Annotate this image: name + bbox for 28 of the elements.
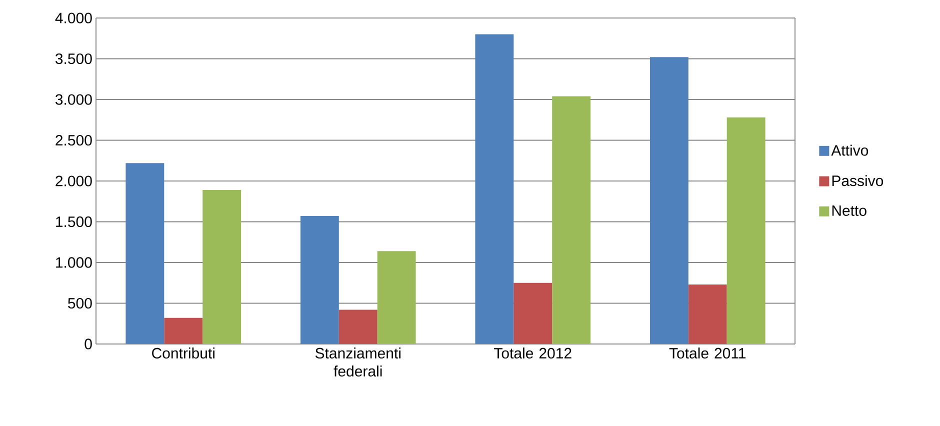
bar: [126, 163, 164, 344]
y-tick-label: 500: [68, 298, 92, 309]
bar: [514, 282, 552, 344]
y-tick-label: 2.500: [56, 134, 92, 146]
x-tick-label: Totale 2012: [494, 348, 572, 359]
x-tick-label: Contributi: [152, 348, 214, 359]
bar: [202, 190, 242, 344]
x-tick-label: Stanziamenti federali: [315, 348, 400, 377]
legend-label: Attivo: [831, 144, 868, 156]
bar: [300, 216, 339, 344]
bar: [377, 251, 416, 344]
x-tick-label: Totale 2011: [669, 348, 746, 359]
bar: [688, 284, 727, 344]
y-tick-label: 1.500: [56, 216, 92, 228]
y-tick-label: 1.000: [56, 257, 92, 268]
y-tick-label: 0: [84, 338, 92, 350]
legend-label: Netto: [832, 205, 866, 216]
y-tick-label: 2.000: [56, 176, 92, 186]
bar: [650, 57, 688, 344]
bar: [475, 34, 514, 344]
bar: [164, 318, 203, 344]
y-tick-label: 3.000: [55, 94, 92, 105]
bar: [552, 96, 591, 344]
bar: [726, 117, 766, 344]
y-tick-label: 3.500: [55, 53, 92, 64]
bar: [338, 310, 378, 344]
legend-label: Passivo: [832, 175, 884, 186]
y-tick-label: 4.000: [55, 12, 92, 24]
